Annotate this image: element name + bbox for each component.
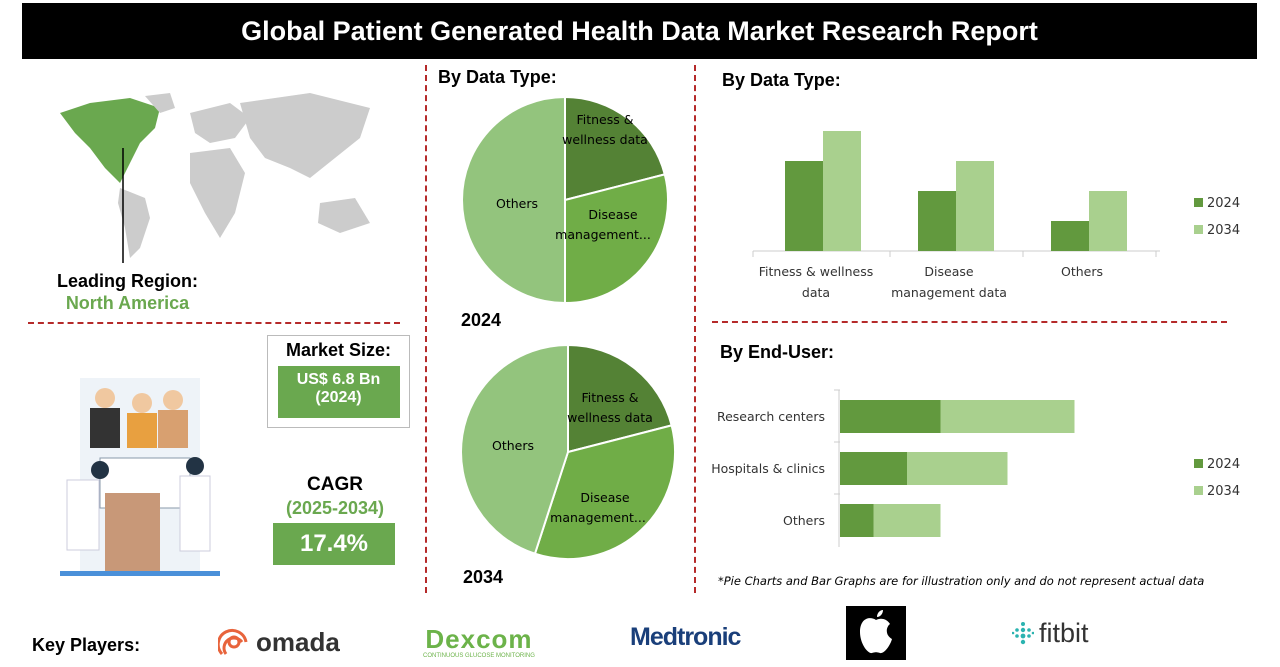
leading-region-value: North America <box>65 293 190 313</box>
medtronic-logo: Medtronic <box>630 623 741 651</box>
bar-2024 <box>785 161 823 251</box>
data-type-bar-chart: Fitness & wellness data Disease management … <box>752 131 1240 300</box>
legend-label: 2034 <box>1207 223 1240 238</box>
bar-2024 <box>1051 221 1089 251</box>
x-tick-label: management data <box>891 285 1007 300</box>
bar-2024 <box>840 400 941 433</box>
x-tick-label: Others <box>1061 264 1103 279</box>
market-size-year: (2024) <box>315 389 362 406</box>
bar-2024 <box>840 452 907 485</box>
pie-slice <box>567 343 673 454</box>
pie-label-others: Others <box>492 438 534 453</box>
x-tick-label: Disease <box>924 264 973 279</box>
bar-2024 <box>840 504 874 537</box>
cagr-value: 17.4% <box>273 523 395 565</box>
legend-swatch <box>1194 198 1203 207</box>
pie-label-disease: Disease <box>588 207 637 222</box>
dexcom-logo: Dexcom CONTINUOUS GLUCOSE MONITORING <box>423 624 535 659</box>
market-size-card: Market Size: US$ 6.8 Bn (2024) <box>267 335 410 428</box>
pie-label-fitness: Fitness & <box>581 390 638 405</box>
pie-2024-year: 2024 <box>461 310 502 330</box>
bar-2034 <box>1089 191 1127 251</box>
fitbit-logo: fitbit <box>1012 618 1089 649</box>
y-tick-label: Hospitals & clinics <box>711 461 825 476</box>
omada-logo: omada <box>218 626 340 658</box>
pie-slice <box>533 424 676 560</box>
legend-label: 2024 <box>1207 196 1240 211</box>
legend-swatch <box>1194 225 1203 234</box>
legend-swatch <box>1194 486 1203 495</box>
pie-label-disease: management... <box>550 510 646 525</box>
apple-logo <box>846 606 906 660</box>
legend-label: 2024 <box>1207 457 1240 472</box>
bar-2034 <box>823 131 861 251</box>
pie-label-fitness: wellness data <box>567 410 653 425</box>
legend-swatch <box>1194 459 1203 468</box>
cagr-period: (2025-2034) <box>285 498 385 518</box>
pie-2034-year: 2034 <box>463 567 504 587</box>
bar-section-title: By Data Type: <box>722 70 841 90</box>
pie-slice <box>461 95 566 305</box>
report-title: Global Patient Generated Health Data Mar… <box>22 3 1257 59</box>
bar-2034 <box>907 452 1008 485</box>
cagr-label: CAGR <box>307 474 363 495</box>
healthcare-illustration <box>60 378 220 576</box>
bar-2024 <box>918 191 956 251</box>
leading-region-label: Leading Region: <box>57 271 198 291</box>
x-tick-label: Fitness & wellness <box>759 264 873 279</box>
north-america-region <box>60 98 160 183</box>
world-map <box>60 93 370 263</box>
pie-slice <box>564 173 669 305</box>
pie-section-title: By Data Type: <box>438 67 557 87</box>
bar-2034 <box>873 504 941 537</box>
pie-charts: Fitness & wellness data Disease management.… <box>460 95 676 560</box>
key-players-label: Key Players: <box>32 635 141 655</box>
enduser-section-title: By End-User: <box>720 342 835 362</box>
market-size-value: US$ 6.8 Bn <box>296 371 381 388</box>
pie-label-disease: management... <box>555 227 651 242</box>
end-user-bar-chart: Research centers Hospitals & clinics Other… <box>711 389 1240 547</box>
pie-label-disease: Disease <box>580 490 629 505</box>
bar-2034 <box>956 161 994 251</box>
legend-label: 2034 <box>1207 484 1240 499</box>
market-size-label: Market Size: <box>285 340 392 360</box>
y-tick-label: Others <box>783 513 825 528</box>
pie-label-fitness: wellness data <box>562 132 648 147</box>
y-tick-label: Research centers <box>717 409 825 424</box>
pie-slice <box>460 343 569 556</box>
pie-label-fitness: Fitness & <box>576 112 633 127</box>
bar-2034 <box>940 400 1075 433</box>
pie-slice <box>564 95 666 202</box>
disclaimer: *Pie Charts and Bar Graphs are for illus… <box>718 574 1205 588</box>
x-tick-label: data <box>802 285 830 300</box>
pie-label-others: Others <box>496 196 538 211</box>
